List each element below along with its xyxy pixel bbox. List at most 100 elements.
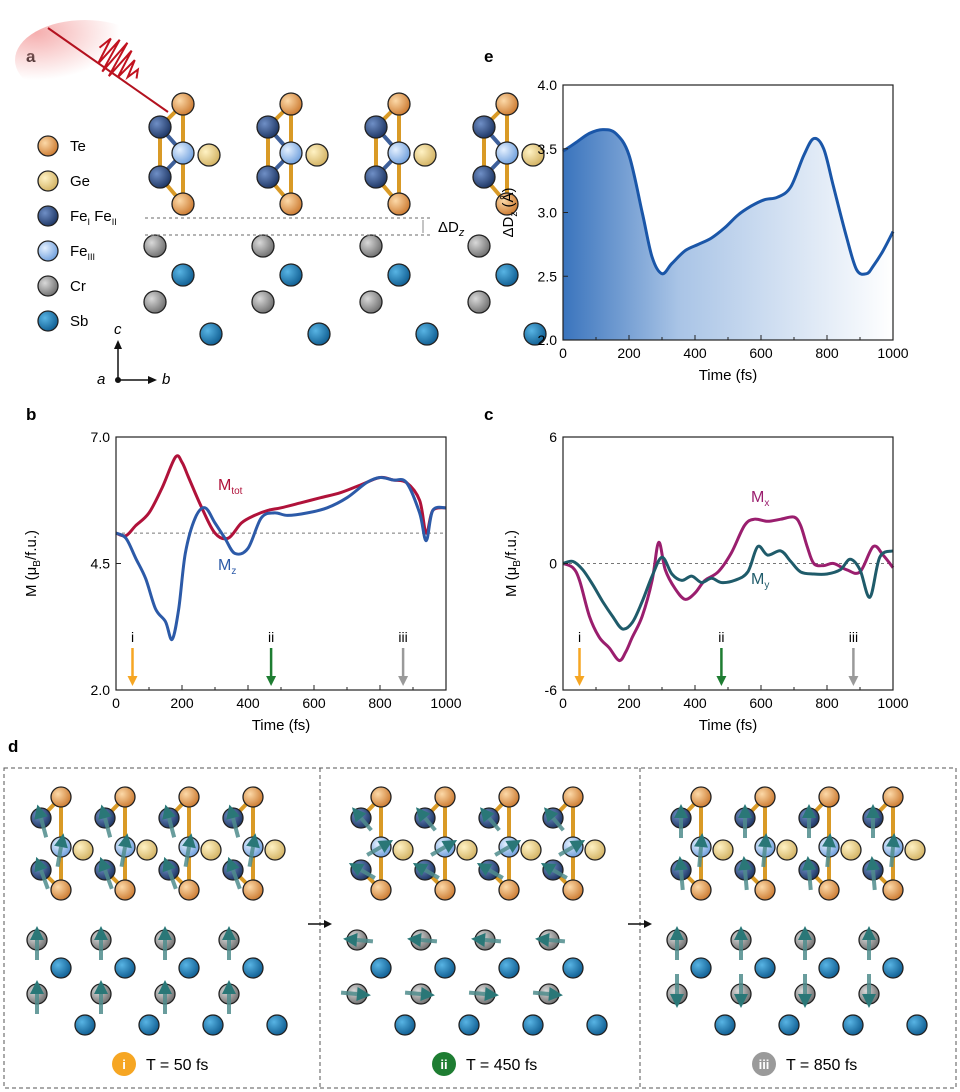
atom-ge	[136, 839, 158, 861]
atom-te	[562, 786, 584, 808]
atom-sb	[415, 322, 439, 346]
atom-fe	[256, 165, 280, 189]
element-legend: Te Ge FeI FeII FeIII Cr Sb	[37, 135, 117, 332]
spin-arrow	[734, 926, 748, 960]
atom-te	[370, 786, 392, 808]
atom-cr	[359, 290, 383, 314]
y-tick-label: 6	[549, 429, 557, 445]
spin-arrow	[407, 933, 438, 947]
atom-sb	[498, 957, 520, 979]
marker-arrowhead-i	[574, 676, 585, 686]
legend-label: Sb	[70, 313, 88, 330]
x-tick-label: 1000	[877, 695, 908, 711]
spin-arrow	[802, 856, 816, 891]
spin-arrow	[822, 833, 836, 868]
spin-arrow	[222, 926, 236, 960]
spin-arrow	[340, 987, 371, 1001]
atom-te	[818, 879, 840, 901]
spin-arrow	[798, 974, 812, 1008]
spin-arrow	[866, 804, 880, 838]
spin-arrow	[352, 807, 373, 832]
spin-arrow	[416, 807, 437, 832]
atom-te	[754, 879, 776, 901]
atom-fe	[364, 115, 388, 139]
atom-fe	[37, 205, 59, 227]
atom-sb	[778, 1014, 800, 1036]
atom-sb	[434, 957, 456, 979]
atom-fe	[148, 165, 172, 189]
panel-e-chart: e 0 200 400 600 800 1000 2.0 2.5 3.0 3.5 4.0 Time (…	[484, 47, 909, 384]
atom-ge	[521, 143, 545, 167]
x-tick-label: 800	[368, 695, 392, 711]
atom-fe3	[387, 141, 411, 165]
atom-fe	[256, 115, 280, 139]
series-line-δdz	[562, 128, 895, 276]
series-line-mz	[115, 475, 447, 641]
atom-sb	[266, 1014, 288, 1036]
atom-sb	[37, 310, 59, 332]
atom-cr	[467, 234, 491, 258]
transition-arrow	[628, 920, 652, 928]
transition-arrow	[308, 920, 332, 928]
spin-arrow	[468, 987, 499, 1001]
atom-sb	[178, 957, 200, 979]
atom-sb	[242, 957, 264, 979]
x-axis-label: Time (fs)	[699, 367, 758, 384]
panel-label-e: e	[484, 47, 493, 66]
spin-arrow	[162, 804, 177, 838]
spin-arrow	[558, 840, 586, 857]
spin-arrow	[862, 926, 876, 960]
atom-te	[242, 786, 264, 808]
spin-arrow	[30, 980, 44, 1014]
x-axis-label: Time (fs)	[699, 717, 758, 734]
spin-arrow	[226, 856, 242, 890]
atom-te	[178, 879, 200, 901]
atom-te	[171, 192, 195, 216]
atom-te	[37, 135, 59, 157]
atom-te	[690, 786, 712, 808]
atom-ge	[584, 839, 606, 861]
atom-ge	[72, 839, 94, 861]
snapshot-time-label: T = 50 fs	[146, 1057, 208, 1074]
atom-ge	[840, 839, 862, 861]
atom-sb	[754, 957, 776, 979]
x-tick-label: 800	[815, 695, 839, 711]
spin-arrow	[34, 804, 49, 838]
atom-sb	[842, 1014, 864, 1036]
spin-arrow	[30, 926, 44, 960]
atom-sb	[199, 322, 223, 346]
atom-cr	[359, 234, 383, 258]
spin-arrow	[802, 804, 816, 838]
atom-cr	[251, 290, 275, 314]
marker-label-iii: iii	[849, 629, 858, 645]
legend-label: FeIII	[70, 243, 95, 262]
snapshot-time-label: T = 850 fs	[786, 1057, 857, 1074]
atom-cr	[143, 290, 167, 314]
atom-sb	[495, 263, 519, 287]
series-line-mtot	[115, 454, 447, 541]
y-tick-label: 3.0	[538, 205, 558, 221]
atom-ge	[520, 839, 542, 861]
atom-sb	[202, 1014, 224, 1036]
x-tick-label: 200	[170, 695, 194, 711]
x-tick-label: 200	[617, 345, 641, 361]
atom-fe	[364, 165, 388, 189]
atom-sb	[370, 957, 392, 979]
atom-fe3	[279, 141, 303, 165]
y-tick-label: 2.5	[538, 268, 558, 284]
atom-te	[279, 192, 303, 216]
atom-fe3	[171, 141, 195, 165]
atom-ge	[904, 839, 926, 861]
marker-arrowhead-iii	[398, 676, 409, 686]
snapshot-time-label: T = 450 fs	[466, 1057, 537, 1074]
spin-arrow	[430, 840, 458, 857]
spin-arrow	[674, 856, 688, 891]
panel-b-chart: b 0 200 400 600 800 1000 2.0 4.5 7.0 Time (fs) M (…	[23, 405, 462, 734]
y-axis-label: M (μB/f.u.)	[23, 530, 43, 597]
axis-c-label: c	[114, 321, 122, 338]
y-axis-label: ΔDz (Å)	[500, 187, 520, 237]
legend-label: Te	[70, 138, 86, 155]
atom-te	[434, 786, 456, 808]
marker-arrowhead-i	[127, 676, 138, 686]
